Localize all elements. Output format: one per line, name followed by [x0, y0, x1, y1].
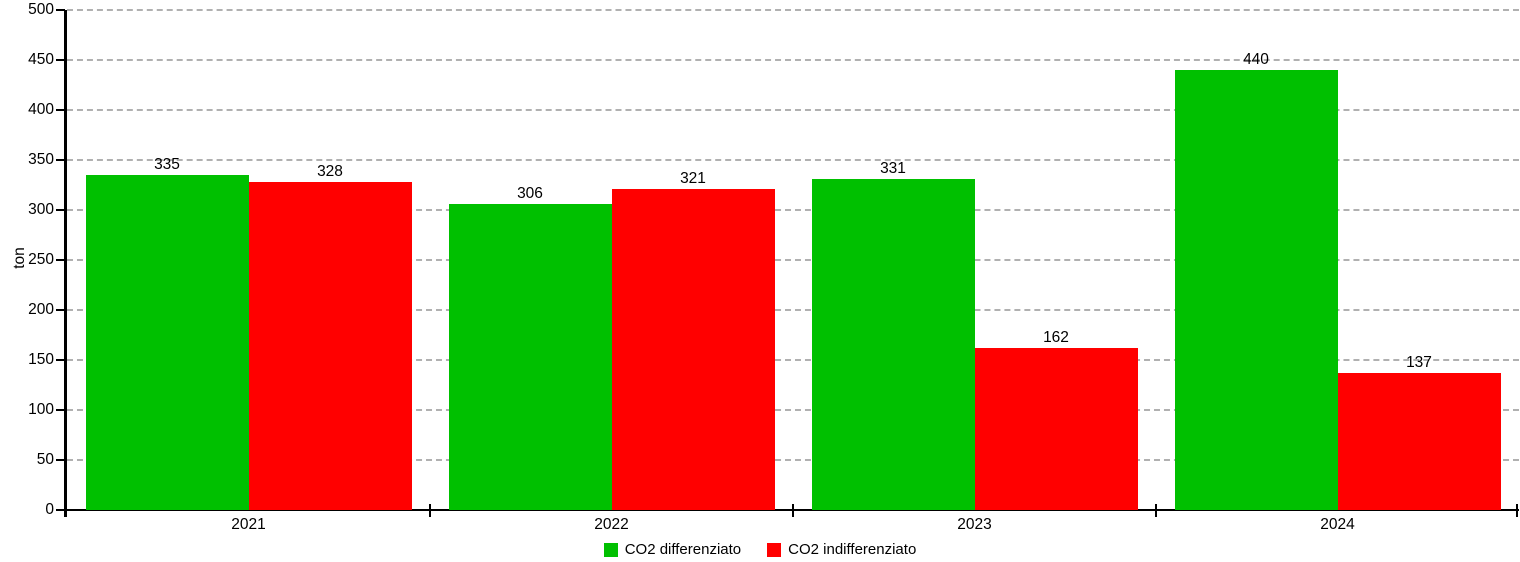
x-axis-tick — [429, 504, 431, 517]
bar-value-label: 321 — [680, 170, 706, 187]
bar-co2-differenziato — [85, 175, 249, 510]
y-axis-tick-label: 100 — [28, 401, 54, 418]
y-axis-tick-label: 350 — [28, 151, 54, 168]
bar-co2-differenziato — [811, 179, 975, 510]
legend: CO2 differenziato CO2 indifferenziato — [0, 541, 1520, 558]
y-axis-tick — [56, 259, 65, 261]
legend-swatch — [767, 542, 782, 557]
bar-value-label: 162 — [1043, 329, 1069, 346]
y-axis-tick — [56, 459, 65, 461]
y-axis-tick — [56, 509, 65, 511]
x-axis-tick-label: 2021 — [231, 516, 266, 533]
bar-co2-indifferenziato — [1337, 373, 1501, 510]
gridline — [67, 59, 1519, 61]
gridline — [67, 409, 1519, 411]
legend-entry: CO2 indifferenziato — [767, 541, 916, 558]
x-axis-tick-label: 2023 — [957, 516, 992, 533]
y-axis-tick — [56, 409, 65, 411]
x-axis-tick — [1516, 504, 1518, 517]
gridline — [67, 209, 1519, 211]
gridline — [67, 159, 1519, 161]
x-axis-tick-label: 2024 — [1320, 516, 1355, 533]
bar-value-label: 335 — [154, 156, 180, 173]
bar-co2-differenziato — [1174, 70, 1338, 510]
gridline — [67, 109, 1519, 111]
y-axis-tick — [56, 359, 65, 361]
gridline — [67, 459, 1519, 461]
gridline — [67, 309, 1519, 311]
y-axis-line — [64, 10, 67, 517]
y-axis-tick — [56, 159, 65, 161]
bar-co2-indifferenziato — [248, 182, 412, 510]
x-axis-line — [64, 509, 1519, 511]
y-axis-tick-label: 0 — [45, 501, 54, 518]
bar-value-label: 137 — [1406, 354, 1432, 371]
bar-co2-indifferenziato — [611, 189, 775, 510]
y-axis-tick — [56, 9, 65, 11]
gridline — [67, 9, 1519, 11]
legend-entry: CO2 differenziato — [603, 541, 742, 558]
y-axis-tick — [56, 59, 65, 61]
bar-value-label: 328 — [317, 163, 343, 180]
y-axis-tick — [56, 109, 65, 111]
x-axis-tick-label: 2022 — [594, 516, 629, 533]
y-axis-tick-label: 500 — [28, 1, 54, 18]
y-axis-tick-label: 50 — [36, 451, 54, 468]
y-axis-tick-label: 450 — [28, 51, 54, 68]
y-axis-tick-label: 400 — [28, 101, 54, 118]
bar-value-label: 440 — [1243, 51, 1269, 68]
gridline — [67, 359, 1519, 361]
x-axis-tick — [1155, 504, 1157, 517]
legend-swatch — [603, 542, 618, 557]
bar-value-label: 331 — [880, 160, 906, 177]
y-axis-tick-label: 200 — [28, 301, 54, 318]
bar-value-label: 306 — [517, 185, 543, 202]
x-axis-tick — [792, 504, 794, 517]
gridline — [67, 259, 1519, 261]
y-axis-tick-label: 150 — [28, 351, 54, 368]
legend-label: CO2 differenziato — [624, 541, 742, 558]
y-axis-tick-label: 250 — [28, 251, 54, 268]
bar-co2-indifferenziato — [974, 348, 1138, 510]
y-axis-tick — [56, 309, 65, 311]
y-axis-tick-label: 300 — [28, 201, 54, 218]
bar-co2-differenziato — [448, 204, 612, 510]
y-axis-tick — [56, 209, 65, 211]
legend-label: CO2 indifferenziato — [788, 541, 917, 558]
